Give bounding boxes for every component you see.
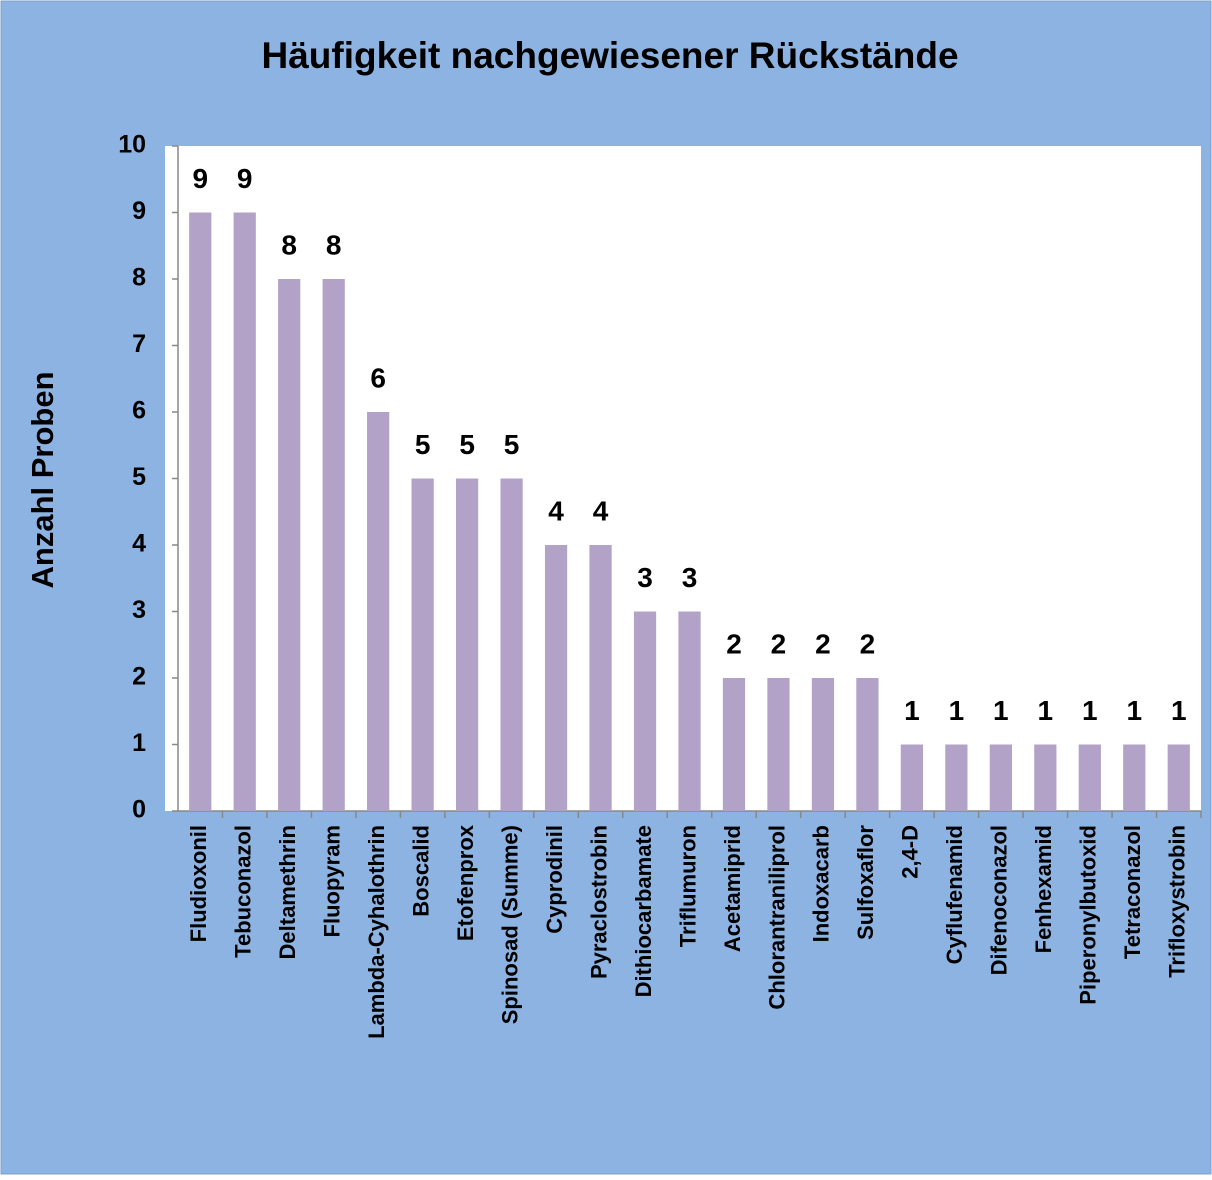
data-label: 2 [771, 628, 787, 659]
x-tick-label: Trifloxystrobin [1165, 825, 1190, 978]
bar [367, 412, 390, 811]
bar [278, 279, 301, 811]
bar [989, 744, 1012, 811]
bar [900, 744, 924, 811]
data-label: 4 [593, 495, 609, 526]
y-axis-title: Anzahl Proben [25, 371, 60, 588]
bar [1167, 744, 1190, 811]
data-label: 2 [860, 628, 876, 659]
x-tick-label: Fenhexamid [1031, 825, 1056, 953]
bar [945, 744, 968, 811]
x-tick-label: Cyprodinil [542, 825, 567, 934]
bar [856, 678, 879, 811]
bar [589, 545, 612, 811]
data-label: 2 [726, 628, 742, 659]
bar [811, 678, 835, 811]
bar [189, 212, 212, 811]
bar [500, 478, 523, 811]
data-label: 1 [904, 695, 920, 726]
x-tick-label: Fluopyram [319, 825, 344, 937]
bar [678, 611, 701, 811]
y-tick-label: 0 [132, 796, 146, 824]
y-tick-label: 7 [132, 330, 146, 358]
data-label: 9 [192, 163, 208, 194]
x-tick-label: Fludioxonil [186, 825, 211, 942]
x-tick-label: Pyraclostrobin [586, 825, 611, 979]
x-tick-label: Tebuconazol [231, 825, 256, 958]
x-tick-label: Tetraconazol [1120, 825, 1145, 959]
x-tick-label: Chlorantraniliprol [764, 825, 789, 1010]
x-tick-label: Acetamiprid [720, 825, 745, 952]
x-tick-label: Triflumuron [675, 825, 700, 947]
bar [1034, 744, 1057, 811]
bar [322, 279, 345, 811]
x-tick-label: Indoxacarb [809, 825, 834, 942]
data-label: 3 [682, 562, 698, 593]
y-tick-label: 4 [132, 530, 146, 558]
x-tick-label: Deltamethrin [275, 825, 300, 959]
data-label: 8 [281, 229, 297, 260]
data-label: 1 [1171, 695, 1187, 726]
data-label: 1 [1126, 695, 1142, 726]
data-label: 1 [1082, 695, 1098, 726]
y-tick-label: 1 [132, 729, 146, 757]
data-label: 6 [370, 362, 386, 393]
bar [411, 478, 434, 811]
x-tick-label: Difenoconazol [987, 825, 1012, 975]
bar [767, 678, 790, 811]
bar [233, 212, 256, 811]
data-label: 4 [548, 495, 564, 526]
data-label: 5 [504, 429, 520, 460]
y-tick-label: 2 [132, 663, 146, 691]
bar [1078, 744, 1101, 811]
data-label: 1 [949, 695, 965, 726]
data-label: 1 [993, 695, 1009, 726]
data-label: 5 [459, 429, 475, 460]
x-tick-label: 2,4-D [898, 825, 923, 879]
y-tick-label: 5 [132, 463, 146, 491]
x-tick-label: Dithiocarbamate [631, 825, 656, 997]
bar [1123, 744, 1146, 811]
x-tick-label: Spinosad (Summe) [497, 825, 522, 1024]
x-tick-label: Etofenprox [453, 824, 478, 941]
y-tick-label: 10 [118, 131, 146, 159]
data-label: 2 [815, 628, 831, 659]
bar [722, 678, 746, 811]
data-label: 9 [237, 163, 253, 194]
bar [633, 611, 657, 811]
data-label: 3 [637, 562, 653, 593]
x-tick-label: Lambda-Cyhalothrin [364, 825, 389, 1039]
x-tick-label: Sulfoxaflor [853, 825, 878, 940]
y-tick-label: 9 [132, 197, 146, 225]
bar [544, 545, 568, 811]
x-tick-label: Cyflufenamid [942, 825, 967, 964]
data-label: 5 [415, 429, 431, 460]
bar [455, 478, 479, 811]
data-label: 8 [326, 229, 342, 260]
y-tick-label: 3 [132, 596, 146, 624]
x-tick-label: Piperonylbutoxid [1076, 825, 1101, 1005]
x-tick-label: Boscalid [408, 825, 433, 917]
chart-title: Häufigkeit nachgewiesener Rückstände [261, 35, 958, 76]
data-label: 1 [1038, 695, 1054, 726]
y-tick-label: 6 [132, 397, 146, 425]
y-tick-label: 8 [132, 264, 146, 292]
